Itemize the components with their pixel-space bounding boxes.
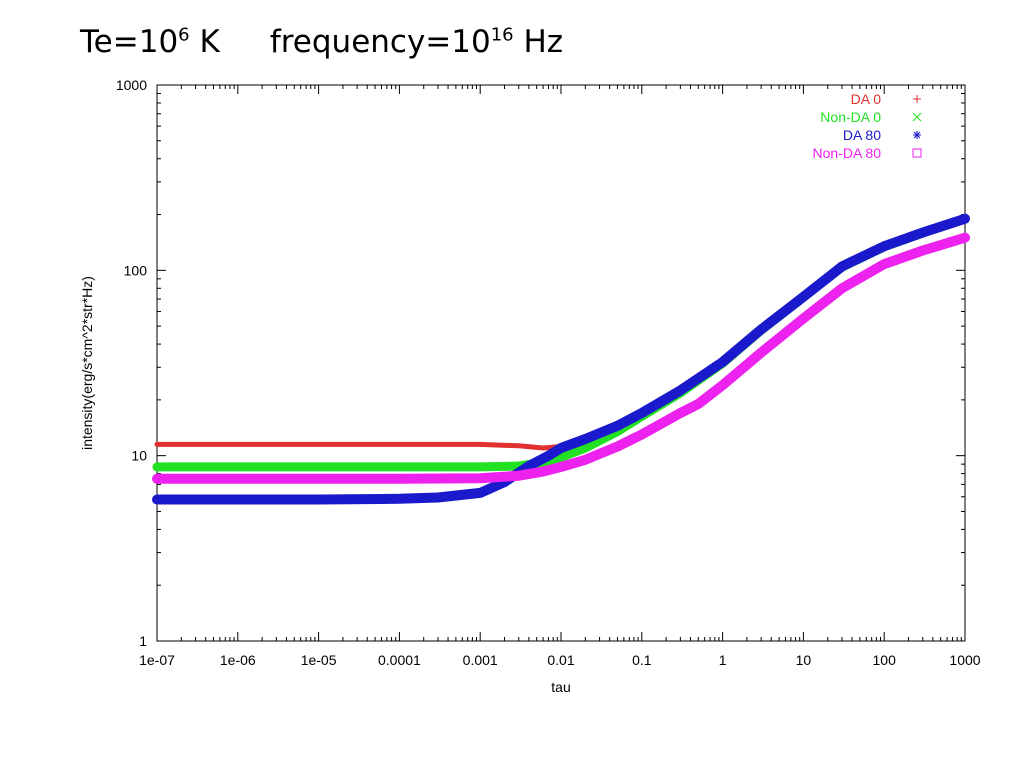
title-freq-prefix: frequency=10 xyxy=(269,24,491,60)
series-non-da-80-point xyxy=(840,286,844,290)
series-da-0-point xyxy=(236,442,240,446)
x-tick-label: 1e-05 xyxy=(301,652,337,668)
series-non-da-80-point xyxy=(541,470,545,474)
y-tick-label: 1000 xyxy=(116,77,147,93)
series-da-0-point xyxy=(317,442,321,446)
series-da-80-point xyxy=(547,454,550,458)
legend-da-80-marker xyxy=(913,131,921,139)
legend-da-0-marker xyxy=(913,95,921,103)
series-da-0-point xyxy=(478,442,482,446)
legend-da-80-label: DA 80 xyxy=(843,127,881,143)
series-non-da-80-point xyxy=(678,411,682,415)
series-non-da-80-point xyxy=(801,317,805,320)
series-da-0-point xyxy=(517,444,521,448)
y-tick-label: 10 xyxy=(131,448,147,464)
series-non-da-0-point xyxy=(397,465,401,469)
y-tick-label: 100 xyxy=(124,262,148,278)
series-da-80-point xyxy=(155,498,159,501)
series-non-da-0-point xyxy=(583,446,587,450)
series-non-da-80-point xyxy=(236,477,240,481)
plot-frame xyxy=(156,84,966,642)
title-te-exponent: 6 xyxy=(178,24,190,46)
series-da-80-point xyxy=(678,388,682,392)
series-da-80-point xyxy=(397,497,401,501)
series-da-80-point xyxy=(317,498,321,501)
series-non-da-80-point xyxy=(397,477,401,481)
series-da-0-point xyxy=(541,446,545,450)
series-non-da-80-point xyxy=(559,465,563,469)
series-da-80-point xyxy=(721,360,725,364)
series-da-80-point xyxy=(963,217,967,221)
y-tick-label: 1 xyxy=(139,633,147,649)
series-da-80-point xyxy=(640,411,644,415)
legend-non-da-0-label: Non-DA 0 xyxy=(820,109,881,125)
series-da-80-point xyxy=(840,264,844,268)
series-non-da-80-point xyxy=(882,262,886,266)
x-tick-label: 0.1 xyxy=(632,652,652,668)
x-tick-label: 10 xyxy=(796,652,812,668)
x-tick-label: 1000 xyxy=(949,652,980,668)
series-da-80-point xyxy=(559,446,563,450)
series-da-80-point xyxy=(801,295,805,299)
x-tick-label: 100 xyxy=(873,652,897,668)
legend-non-da-80-label: Non-DA 80 xyxy=(813,145,882,161)
series-non-da-80-point xyxy=(478,476,482,480)
series-non-da-0-point xyxy=(155,465,159,469)
series-da-0-point xyxy=(397,442,401,446)
series-non-da-80-point xyxy=(696,402,700,406)
title-freq-exponent: 16 xyxy=(490,24,514,46)
series-da-80-point xyxy=(882,244,886,248)
data-series xyxy=(152,213,970,505)
series-da-80-point xyxy=(478,491,482,495)
series-non-da-0-point xyxy=(317,465,321,469)
series-non-da-80-point xyxy=(155,477,159,481)
series-da-80-point xyxy=(527,464,531,468)
series-non-da-80-point xyxy=(640,433,644,436)
x-tick-label: 1e-07 xyxy=(139,652,175,668)
series-non-da-80-point xyxy=(963,236,967,240)
series-non-da-80-point xyxy=(759,351,763,355)
y-axis-label: intensity(erg/s*cm^2*str*Hz) xyxy=(79,276,95,450)
series-non-da-80-line xyxy=(152,232,970,484)
series-da-0-line xyxy=(154,216,968,451)
series-non-da-0-point xyxy=(559,455,563,459)
series-da-80-point xyxy=(616,424,619,428)
axis-ticks xyxy=(156,84,966,642)
title-freq-unit: Hz xyxy=(513,24,564,60)
legend: DA 0 Non-DA 0 DA 80 Non-DA 80 xyxy=(813,91,922,161)
series-non-da-80-point xyxy=(517,474,521,478)
x-tick-label: 1 xyxy=(719,652,727,668)
series-da-80-point xyxy=(759,327,763,331)
cross-marker xyxy=(912,112,922,122)
title-te-prefix: Te=10 xyxy=(80,24,179,60)
x-tick-label: 1e-06 xyxy=(220,652,256,668)
title-te-unit: K xyxy=(189,24,220,60)
series-non-da-80-point xyxy=(721,383,725,387)
series-non-da-0-point xyxy=(236,465,240,469)
series-non-da-80-point xyxy=(317,477,321,481)
legend-da-0-label: DA 0 xyxy=(851,91,882,107)
x-tick-label: 0.01 xyxy=(547,652,574,668)
series-da-80-point xyxy=(921,231,925,234)
legend-non-da-80-marker xyxy=(912,148,922,158)
series-da-80-point xyxy=(583,437,587,441)
plus-marker xyxy=(913,95,921,103)
x-tick-label: 0.001 xyxy=(463,652,498,668)
series-da-80-point xyxy=(436,496,440,499)
series-non-da-0-point xyxy=(478,465,482,469)
series-da-0-point xyxy=(155,442,159,446)
axis-tick-labels: 1e-07 1e-06 1e-05 0.0001 0.001 0.01 0.1 1 10 100 1… xyxy=(116,77,981,668)
series-non-da-80-point xyxy=(616,445,619,448)
x-axis-label: tau xyxy=(551,679,570,695)
square-marker xyxy=(912,148,922,158)
series-non-da-80-point xyxy=(583,458,587,462)
x-tick-label: 0.0001 xyxy=(378,652,421,668)
series-da-80-point xyxy=(236,498,240,501)
series-non-da-80-point xyxy=(921,249,925,252)
star-marker xyxy=(913,131,921,139)
legend-non-da-0-marker xyxy=(912,112,922,122)
series-non-da-0-line xyxy=(152,214,970,472)
